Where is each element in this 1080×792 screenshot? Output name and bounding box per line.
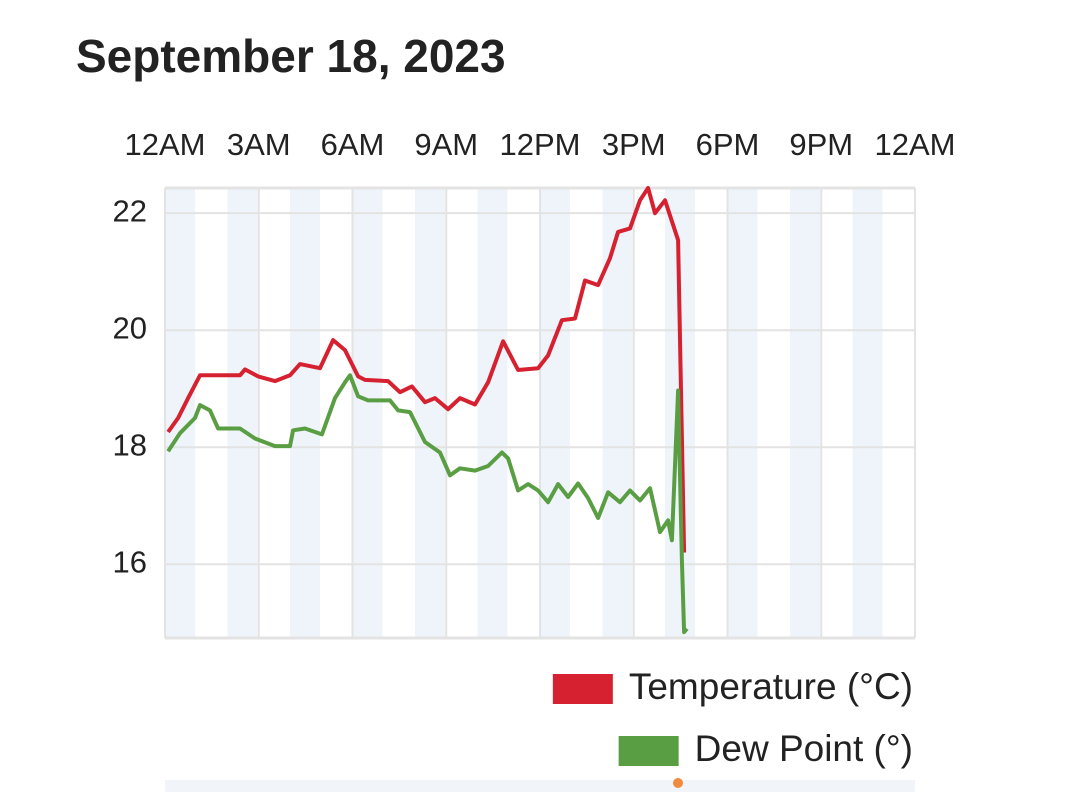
y-tick-label: 22: [113, 193, 147, 228]
y-tick-label: 18: [113, 427, 147, 462]
x-tick-label: 6AM: [321, 127, 385, 162]
x-tick-label: 3PM: [602, 127, 666, 162]
hour-bands: [165, 188, 883, 638]
band: [415, 188, 445, 638]
x-tick-label: 9PM: [789, 127, 853, 162]
x-tick-label: 12PM: [500, 127, 581, 162]
band: [540, 188, 570, 638]
x-tick-label: 6PM: [696, 127, 760, 162]
x-tick-label: 3AM: [227, 127, 291, 162]
band: [852, 188, 883, 638]
band: [227, 188, 258, 638]
band: [477, 188, 508, 638]
legend-label: Dew Point (°): [695, 728, 913, 769]
band: [290, 188, 320, 638]
line: [166, 373, 689, 635]
x-tick-label: 9AM: [414, 127, 478, 162]
band: [790, 188, 820, 638]
x-tick-label: 12AM: [875, 127, 956, 162]
chart-title: September 18, 2023: [76, 30, 506, 82]
legend-swatch: [552, 674, 613, 704]
line: [166, 186, 687, 553]
x-tick-label: 12AM: [125, 127, 206, 162]
y-tick-label: 16: [113, 544, 147, 579]
band: [727, 188, 758, 638]
next-chart-edge: [165, 780, 915, 792]
marker-dot: [673, 778, 683, 788]
y-tick-label: 20: [113, 310, 147, 345]
legend-label: Temperature (°C): [629, 666, 913, 707]
band: [602, 188, 633, 638]
legend-swatch: [618, 736, 679, 766]
band: [352, 188, 383, 638]
